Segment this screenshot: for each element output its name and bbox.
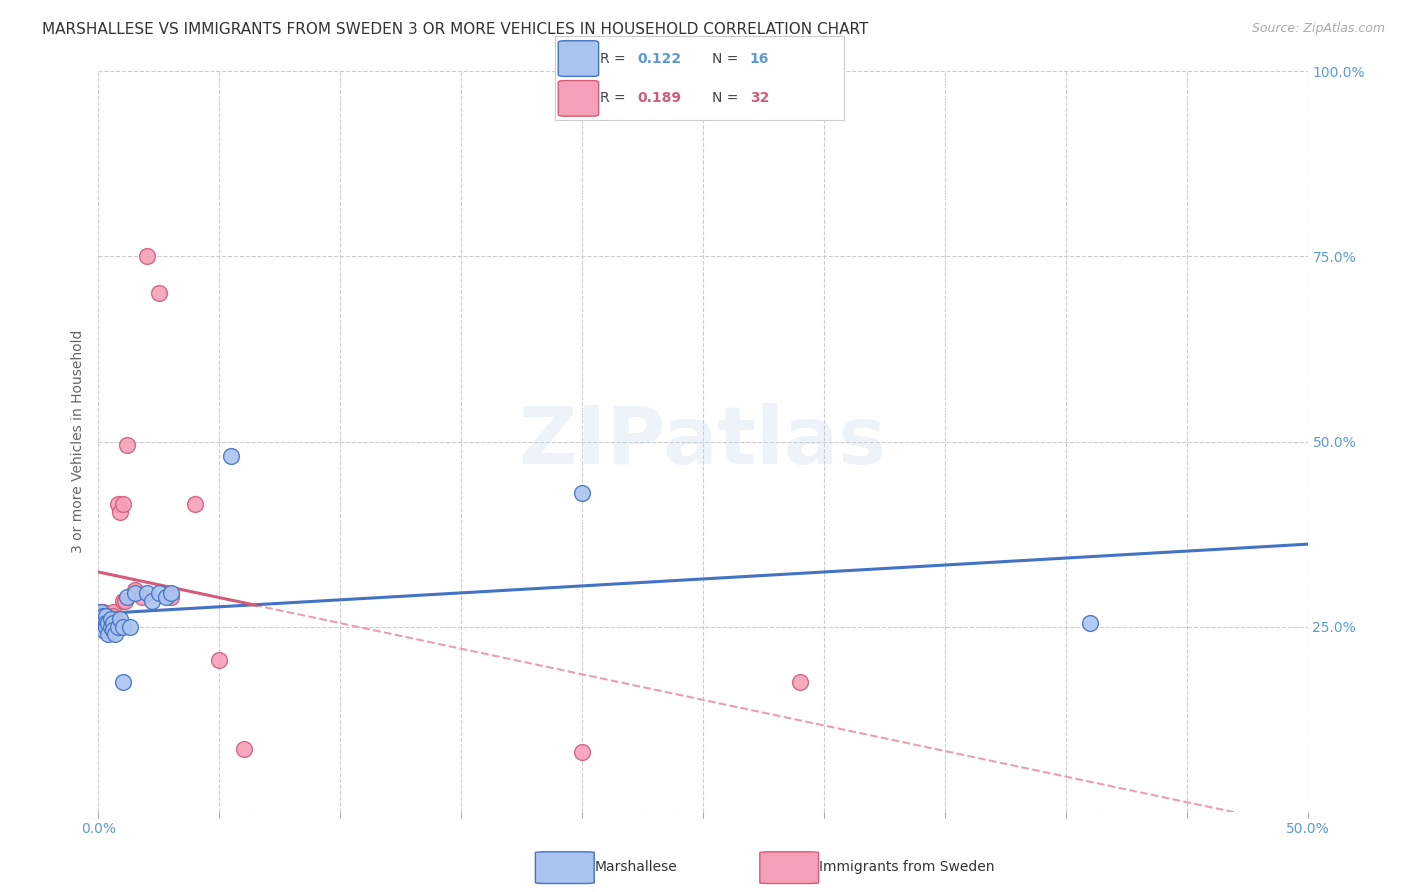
Text: N =: N =: [713, 52, 744, 65]
Point: [108, 505, 131, 519]
Point: [131, 590, 153, 604]
Point: [148, 286, 170, 301]
Point: [111, 619, 134, 633]
Point: [100, 615, 122, 630]
Point: [91, 624, 114, 638]
Point: [104, 612, 127, 626]
Point: [155, 590, 177, 604]
Text: Marshallese: Marshallese: [595, 861, 676, 874]
Point: [101, 615, 124, 630]
Point: [111, 593, 134, 607]
Point: [97, 608, 120, 623]
Point: [1078, 615, 1101, 630]
Point: [91, 615, 114, 630]
Point: [117, 590, 139, 604]
Point: [789, 675, 811, 690]
FancyBboxPatch shape: [558, 41, 599, 77]
Point: [135, 586, 157, 600]
Point: [101, 615, 124, 630]
Point: [101, 605, 124, 619]
Point: [160, 590, 183, 604]
Point: [160, 586, 183, 600]
Point: [101, 624, 124, 638]
Point: [107, 615, 129, 630]
Point: [104, 615, 127, 630]
Text: 16: 16: [749, 52, 769, 65]
Point: [90, 615, 112, 630]
Point: [94, 608, 117, 623]
Point: [94, 615, 117, 630]
Text: 32: 32: [749, 91, 769, 105]
Point: [111, 675, 134, 690]
Point: [91, 605, 114, 619]
Point: [108, 612, 131, 626]
Point: [97, 627, 120, 641]
Point: [232, 741, 254, 756]
Text: R =: R =: [600, 91, 630, 105]
Text: ZIPatlas: ZIPatlas: [519, 402, 887, 481]
Point: [184, 498, 207, 512]
Point: [118, 619, 141, 633]
Y-axis label: 3 or more Vehicles in Household: 3 or more Vehicles in Household: [72, 330, 86, 553]
Text: MARSHALLESE VS IMMIGRANTS FROM SWEDEN 3 OR MORE VEHICLES IN HOUSEHOLD CORRELATIO: MARSHALLESE VS IMMIGRANTS FROM SWEDEN 3 …: [42, 22, 869, 37]
Text: 0.122: 0.122: [637, 52, 682, 65]
Point: [221, 450, 243, 464]
Text: R =: R =: [600, 52, 630, 65]
Point: [104, 627, 127, 641]
Point: [208, 653, 231, 667]
FancyBboxPatch shape: [558, 80, 599, 116]
Point: [97, 615, 120, 630]
Point: [94, 615, 117, 630]
Point: [117, 438, 139, 452]
Point: [141, 593, 163, 607]
Point: [571, 486, 593, 500]
Text: 0.189: 0.189: [637, 91, 682, 105]
Point: [91, 608, 114, 623]
Point: [94, 619, 117, 633]
Point: [148, 586, 170, 600]
FancyBboxPatch shape: [759, 852, 818, 883]
Text: Immigrants from Sweden: Immigrants from Sweden: [818, 861, 994, 874]
Point: [100, 608, 122, 623]
Point: [111, 498, 134, 512]
Point: [94, 612, 117, 626]
Point: [97, 615, 120, 630]
Point: [91, 615, 114, 630]
Point: [90, 605, 112, 619]
Point: [107, 619, 129, 633]
Point: [571, 746, 593, 760]
Point: [90, 619, 112, 633]
Point: [124, 582, 146, 597]
Text: Source: ZipAtlas.com: Source: ZipAtlas.com: [1251, 22, 1385, 36]
FancyBboxPatch shape: [536, 852, 595, 883]
Point: [107, 498, 129, 512]
Point: [114, 593, 136, 607]
Point: [100, 612, 122, 626]
Point: [100, 619, 122, 633]
Point: [101, 608, 124, 623]
Point: [124, 586, 146, 600]
Text: N =: N =: [713, 91, 744, 105]
Point: [135, 250, 157, 264]
Point: [90, 605, 112, 619]
